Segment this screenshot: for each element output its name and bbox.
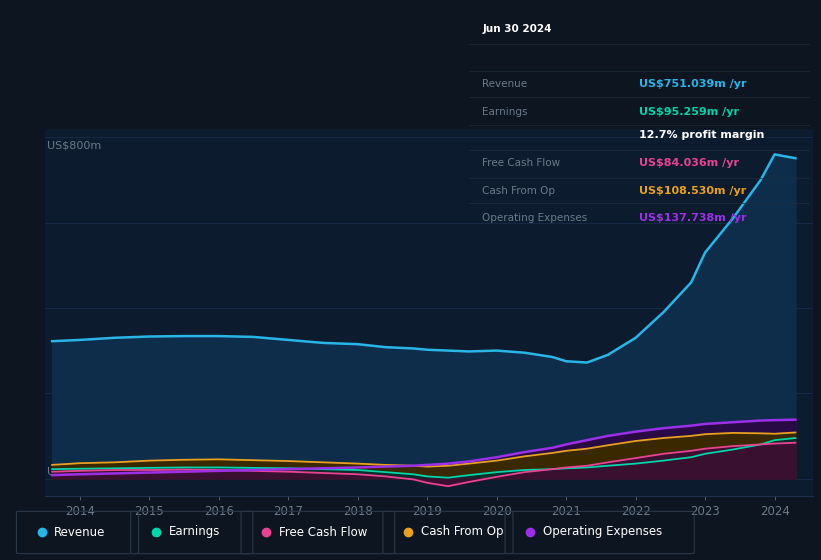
Text: Earnings: Earnings — [483, 107, 528, 117]
Text: Jun 30 2024: Jun 30 2024 — [483, 24, 552, 34]
Text: 12.7% profit margin: 12.7% profit margin — [639, 130, 764, 141]
Text: US$0: US$0 — [48, 466, 76, 477]
Text: Free Cash Flow: Free Cash Flow — [279, 525, 367, 539]
Text: US$800m: US$800m — [48, 141, 102, 151]
Text: US$84.036m /yr: US$84.036m /yr — [639, 158, 739, 168]
Text: Free Cash Flow: Free Cash Flow — [483, 158, 561, 168]
Text: Revenue: Revenue — [483, 79, 528, 89]
Text: US$95.259m /yr: US$95.259m /yr — [639, 107, 739, 117]
Text: Cash From Op: Cash From Op — [483, 185, 556, 195]
Text: US$751.039m /yr: US$751.039m /yr — [639, 79, 746, 89]
Text: Cash From Op: Cash From Op — [420, 525, 503, 539]
Text: US$108.530m /yr: US$108.530m /yr — [639, 185, 746, 195]
Text: Earnings: Earnings — [168, 525, 220, 539]
Text: Operating Expenses: Operating Expenses — [543, 525, 663, 539]
Text: US$137.738m /yr: US$137.738m /yr — [639, 213, 746, 223]
Text: Operating Expenses: Operating Expenses — [483, 213, 588, 223]
Text: Revenue: Revenue — [54, 525, 106, 539]
